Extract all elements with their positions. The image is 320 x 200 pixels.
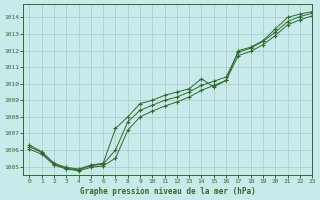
X-axis label: Graphe pression niveau de la mer (hPa): Graphe pression niveau de la mer (hPa) — [80, 187, 256, 196]
